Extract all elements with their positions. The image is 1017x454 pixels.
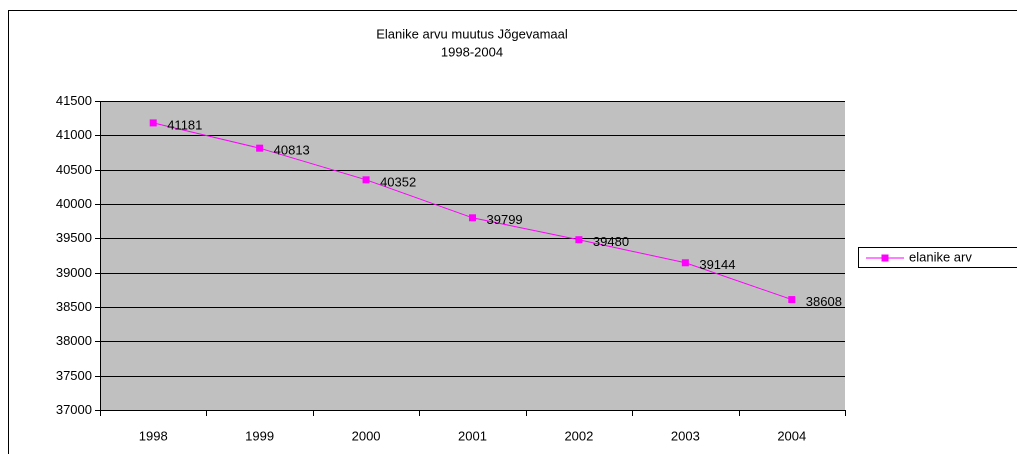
y-tick-label: 40500 bbox=[56, 162, 92, 177]
data-point bbox=[256, 144, 264, 152]
x-tick-label: 2003 bbox=[671, 428, 700, 443]
x-tick-label: 2000 bbox=[352, 428, 381, 443]
x-tick-label: 2004 bbox=[777, 428, 806, 443]
y-tick-label: 37000 bbox=[56, 402, 92, 417]
y-tick-label: 41000 bbox=[56, 127, 92, 142]
data-label: 39144 bbox=[699, 257, 735, 272]
legend-box bbox=[858, 247, 1017, 268]
data-point bbox=[575, 236, 583, 244]
data-label: 39799 bbox=[487, 212, 523, 227]
y-tick-label: 37500 bbox=[56, 368, 92, 383]
data-label: 40352 bbox=[380, 174, 416, 189]
x-tick-label: 1998 bbox=[139, 428, 168, 443]
plot-area bbox=[100, 101, 845, 410]
data-point bbox=[681, 259, 689, 267]
chart-subtitle: 1998-2004 bbox=[441, 44, 503, 59]
data-label: 39480 bbox=[593, 234, 629, 249]
y-tick-label: 40000 bbox=[56, 196, 92, 211]
x-tick-label: 1999 bbox=[245, 428, 274, 443]
x-tick-label: 2001 bbox=[458, 428, 487, 443]
x-tick-label: 2002 bbox=[564, 428, 593, 443]
data-point bbox=[469, 214, 476, 222]
legend-label: elanike arv bbox=[909, 249, 972, 264]
data-label: 40813 bbox=[274, 143, 310, 158]
y-tick-label: 41500 bbox=[56, 93, 92, 108]
data-point bbox=[149, 119, 157, 127]
legend-marker bbox=[881, 254, 889, 262]
data-point bbox=[788, 296, 796, 304]
y-tick-label: 39000 bbox=[56, 265, 92, 280]
data-label: 41181 bbox=[167, 117, 202, 132]
y-tick-label: 39500 bbox=[56, 230, 92, 245]
chart-title: Elanike arvu muutus Jõgevamaal bbox=[376, 26, 568, 41]
y-tick-label: 38000 bbox=[56, 333, 92, 348]
data-label: 38608 bbox=[806, 294, 842, 309]
y-tick-label: 38500 bbox=[56, 299, 92, 314]
data-point bbox=[362, 176, 370, 184]
legend: elanike arv bbox=[858, 247, 1017, 268]
